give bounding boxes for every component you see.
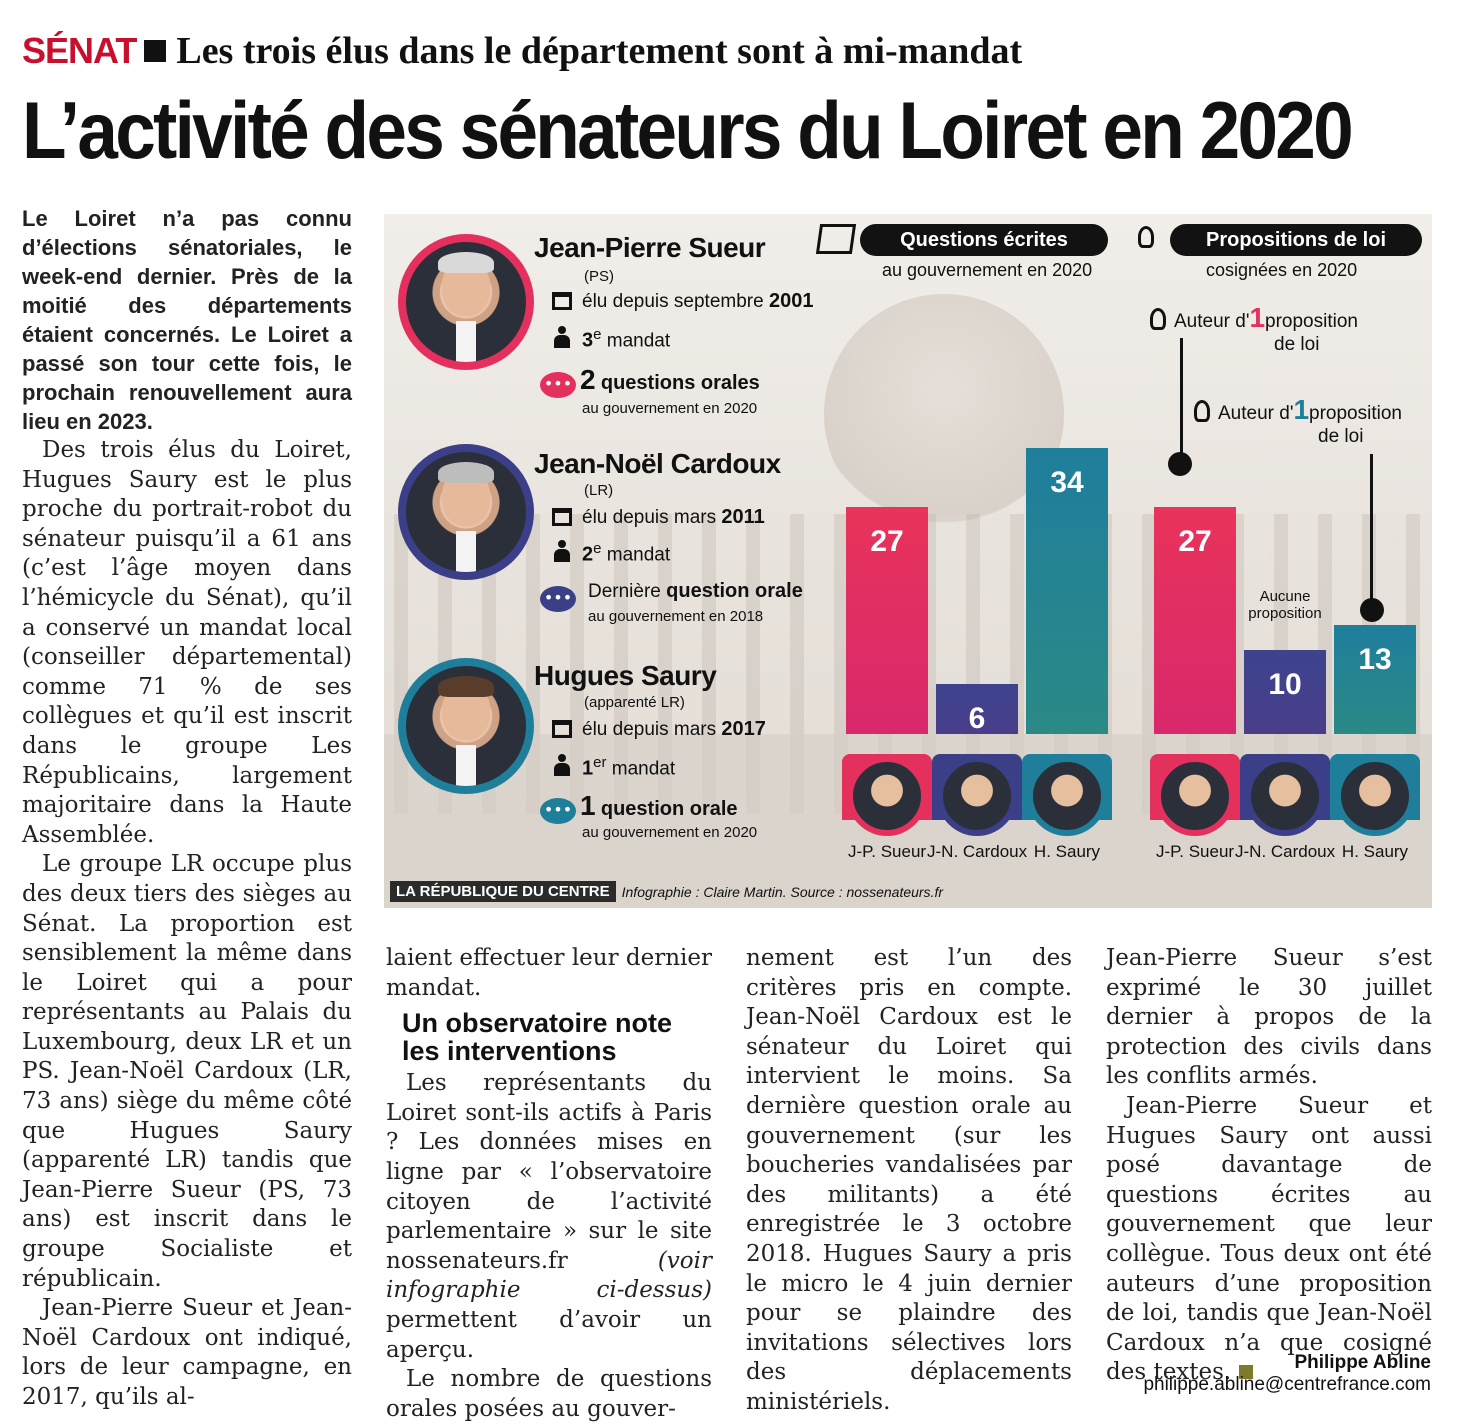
infographic: Jean-Pierre Sueur (PS) élu depuis septem…	[384, 214, 1432, 908]
article-column-3: nement est l’un des critères pris en com…	[746, 944, 1072, 1418]
bar-value-label: 6	[968, 701, 986, 735]
mini-portrait	[1155, 756, 1235, 836]
article-column-2: laient effectuer leur dernier mandat. Un…	[386, 944, 712, 1424]
senator-bust-icon	[554, 326, 570, 348]
mandate: 1er mandat	[582, 754, 676, 780]
lightbulb-icon	[1194, 400, 1210, 422]
bar-questions-1	[936, 683, 1018, 734]
senator-name: Jean-Pierre Sueur	[534, 232, 766, 263]
paragraph: nement est l’un des critères pris en com…	[746, 945, 1072, 1415]
square-bullet-icon	[144, 39, 167, 62]
bill-note-saury: Auteur d'1proposition de loi	[1218, 394, 1402, 448]
paragraph: Jean-Pierre Sueur et Jean-Noël Cardoux o…	[22, 1295, 352, 1410]
mini-portrait	[847, 756, 927, 836]
credit-brand: LA RÉPUBLIQUE DU CENTRE	[390, 881, 616, 902]
lightbulb-icon	[1150, 308, 1166, 330]
speech-bubble-icon	[540, 372, 576, 398]
panel-subtitle-bills: cosignées en 2020	[1206, 260, 1358, 280]
mini-portrait-label: J-P. Sueur	[1155, 842, 1235, 861]
bar-value-label: 10	[1268, 668, 1302, 701]
oral-sub: au gouvernement en 2020	[582, 400, 758, 417]
page-title: L’activité des sénateurs du Loiret en 20…	[22, 86, 1354, 176]
paragraph: laient effectuer leur dernier mandat.	[386, 945, 713, 1001]
senator-bust-icon	[554, 540, 570, 562]
article-lead: Le Loiret n’a pas connu d’élections séna…	[22, 206, 352, 434]
senator-name: Jean-Noël Cardoux	[534, 448, 781, 479]
bar-questions-2	[1026, 448, 1108, 734]
author-email[interactable]: philippe.abline@centrefrance.com	[1143, 1374, 1431, 1395]
bar-questions-0	[846, 507, 928, 734]
mini-portrait-label: H. Saury	[1033, 842, 1101, 861]
senator-party: (LR)	[584, 482, 614, 499]
mandate: 3e mandat	[582, 326, 671, 352]
oral-sub: au gouvernement en 2018	[588, 608, 764, 625]
panel-title-questions: Questions écrites	[860, 224, 1108, 256]
paragraph: Jean-Pierre Sueur s’est exprimé le 30 ju…	[1106, 945, 1432, 1090]
no-proposition-label: Aucune proposition	[1248, 588, 1322, 622]
end-mark-icon	[1239, 1365, 1254, 1380]
lightbulb-icon	[1138, 226, 1154, 248]
section-tag: SÉNAT	[22, 29, 137, 71]
panel-subtitle-questions: au gouvernement en 2020	[882, 260, 1093, 280]
elected-since: élu depuis mars 2017	[582, 718, 766, 740]
mini-portrait	[937, 756, 1017, 836]
oral-questions: Dernière question orale	[588, 580, 803, 602]
portrait-saury	[398, 658, 534, 794]
signature: Philippe Abline philippe.abline@centrefr…	[1143, 1352, 1431, 1396]
article-column-4: Jean-Pierre Sueur s’est exprimé le 30 ju…	[1106, 944, 1432, 1388]
connector-line-saury	[1370, 454, 1373, 608]
oral-questions: 2 questions orales	[580, 364, 760, 395]
background-dome	[824, 294, 1064, 534]
paragraph: Des trois élus du Loiret, Hugues Saury e…	[22, 437, 352, 848]
elected-since: élu depuis septembre 2001	[582, 290, 814, 312]
senator-party: (PS)	[584, 268, 614, 285]
author-name: Philippe Abline	[1294, 1352, 1431, 1373]
bar-value-label: 13	[1358, 642, 1392, 676]
panel-title-bills: Propositions de loi	[1170, 224, 1422, 256]
credit-source: Infographie : Claire Martin. Source : no…	[621, 883, 944, 900]
calendar-icon	[552, 508, 572, 526]
senator-party: (apparenté LR)	[584, 694, 685, 711]
connector-dot	[1168, 452, 1192, 476]
elected-since: élu depuis mars 2011	[582, 506, 765, 528]
credit: LA RÉPUBLIQUE DU CENTRE Infographie : Cl…	[390, 881, 943, 902]
oral-sub: au gouvernement en 2020	[582, 824, 758, 841]
mini-portrait-label: J-N. Cardoux	[927, 842, 1028, 861]
mini-portrait-label: H. Saury	[1341, 842, 1409, 861]
paragraph: Le nombre de questions orales posées au …	[386, 1366, 712, 1422]
mini-portrait	[1335, 756, 1415, 836]
paragraph: Le groupe LR occupe plus des deux tiers …	[22, 851, 352, 1292]
portrait-cardoux	[398, 444, 534, 580]
mandate: 2e mandat	[582, 540, 671, 566]
mini-portrait	[1027, 756, 1107, 836]
oral-questions: 1 question orale	[580, 790, 738, 821]
connector-dot	[1360, 598, 1384, 622]
mini-portrait-label: J-P. Sueur	[847, 842, 927, 861]
bar-value-label: 34	[1050, 466, 1084, 500]
subtitle: Les trois élus dans le département sont …	[176, 29, 1023, 72]
connector-line-sueur	[1180, 338, 1183, 464]
bar-bills-2	[1334, 624, 1416, 734]
article-column-1: Le Loiret n’a pas connu d’élections séna…	[22, 204, 352, 1413]
senator-bust-icon	[554, 754, 570, 776]
senator-name: Hugues Saury	[534, 660, 717, 691]
speech-bubble-icon	[540, 798, 576, 824]
paragraph: Les représentants du Loiret sont-ils act…	[386, 1070, 712, 1363]
pencil-notepad-icon	[815, 224, 857, 254]
mini-portrait	[1245, 756, 1325, 836]
calendar-icon	[552, 720, 572, 738]
bill-note-sueur: Auteur d'1proposition de loi	[1174, 302, 1358, 356]
paragraph: Jean-Pierre Sueur et Hugues Saury ont au…	[1106, 1092, 1432, 1386]
bar-bills-1	[1244, 650, 1326, 734]
calendar-icon	[552, 292, 572, 310]
bar-value-label: 27	[870, 525, 904, 559]
bar-bills-0	[1154, 507, 1236, 734]
speech-bubble-icon	[540, 586, 576, 612]
section-heading: Un observatoire note les interventions	[402, 1008, 673, 1067]
portrait-sueur	[398, 234, 534, 370]
bar-value-label: 27	[1178, 525, 1212, 559]
mini-portrait-label: J-N. Cardoux	[1235, 842, 1336, 861]
kicker: SÉNAT Les trois élus dans le département…	[22, 28, 1022, 73]
